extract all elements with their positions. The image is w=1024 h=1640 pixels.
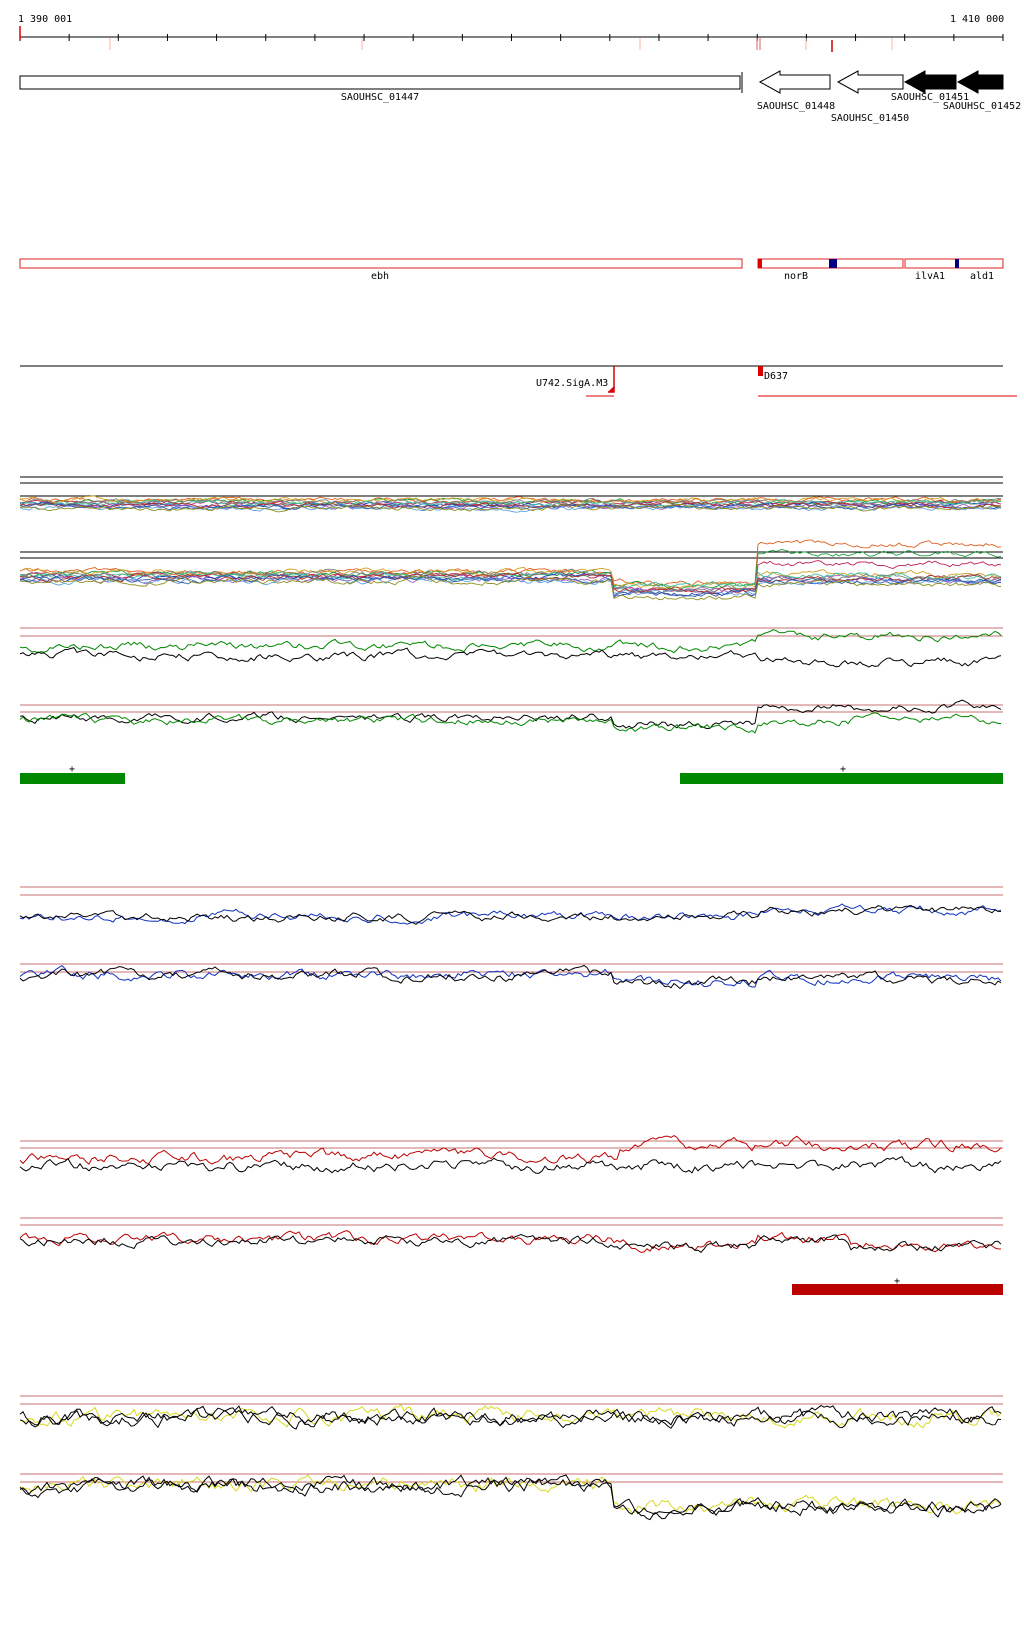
feature-norb-mark bbox=[829, 259, 837, 268]
multi-track-1-series-11 bbox=[19, 502, 1002, 511]
yellow-track-2-series-1 bbox=[19, 1474, 1002, 1515]
blue-track-1-series-1 bbox=[19, 903, 1002, 925]
green-track-1-series-1 bbox=[19, 629, 1002, 654]
red-sign: + bbox=[893, 1276, 901, 1287]
feature-ilva1-mark bbox=[955, 259, 959, 268]
gene-track bbox=[19, 70, 1004, 94]
signal-tracks bbox=[19, 627, 1003, 1521]
blue-track-1-series-2 bbox=[19, 904, 1002, 925]
annotation-label-right[interactable]: D637 bbox=[764, 371, 789, 382]
multi-track-1-series-10 bbox=[19, 500, 1002, 509]
feature-label-norb[interactable]: norB bbox=[783, 271, 809, 282]
gene-label-saouhsc-01450[interactable]: SAOUHSC_01450 bbox=[830, 113, 910, 124]
multi-track-2-series-7 bbox=[19, 566, 1002, 591]
red-track-2-series-1 bbox=[19, 1230, 1002, 1253]
blue-track-2-series-1 bbox=[19, 964, 1002, 988]
gene-saouhsc-01450[interactable] bbox=[836, 70, 904, 94]
gene-saouhsc-01448[interactable] bbox=[758, 70, 831, 94]
multi-track-2-series-12 bbox=[19, 575, 1002, 601]
blue-track-2-series-2 bbox=[19, 964, 1002, 990]
multi-track-1-series-5 bbox=[19, 502, 1002, 510]
annotation-track bbox=[20, 365, 1017, 397]
multi-track-2-series-1 bbox=[19, 539, 1002, 586]
multi-track-2-series-9 bbox=[19, 571, 1002, 589]
yellow-track-1-series-3 bbox=[19, 1404, 1002, 1429]
green-segment-right[interactable] bbox=[680, 773, 1003, 784]
feature-norb-start bbox=[758, 259, 762, 268]
annotation-label-left[interactable]: U742.SigA.M3 bbox=[536, 378, 609, 389]
feature-track bbox=[19, 258, 1004, 269]
multi-track-1-series-7 bbox=[19, 495, 1002, 505]
gene-label-saouhsc-01451[interactable]: SAOUHSC_01451 bbox=[890, 92, 970, 103]
yellow-track-1-series-2 bbox=[19, 1405, 1002, 1430]
multi-track-1-series-12 bbox=[19, 503, 1002, 513]
gene-saouhsc-01452[interactable] bbox=[956, 70, 1004, 94]
segment-bars bbox=[20, 773, 1003, 1295]
feature-label-ald1[interactable]: ald1 bbox=[969, 271, 995, 282]
yellow-track-2-series-3 bbox=[19, 1474, 1002, 1521]
red-track-1-series-1 bbox=[19, 1135, 1002, 1165]
gene-label-saouhsc-01448[interactable]: SAOUHSC_01448 bbox=[756, 101, 836, 112]
gene-label-saouhsc-01452[interactable]: SAOUHSC_01452 bbox=[942, 101, 1022, 112]
multi-sample-track-2 bbox=[19, 539, 1003, 601]
gene-label-saouhsc-01447[interactable]: SAOUHSC_01447 bbox=[340, 92, 420, 103]
multi-track-1-series-9 bbox=[19, 499, 1002, 508]
ruler-end-label: 1 410 000 bbox=[950, 14, 1005, 25]
yellow-track-2-series-2 bbox=[19, 1474, 1002, 1520]
green-right-sign: + bbox=[839, 764, 847, 775]
multi-sample-track-1 bbox=[19, 476, 1003, 513]
multi-track-2-series-5 bbox=[20, 574, 1002, 593]
feature-label-ebh[interactable]: ebh bbox=[370, 271, 390, 282]
annotation-left-flag bbox=[608, 386, 614, 392]
coordinate-ruler bbox=[19, 26, 1004, 52]
annotation-right-marker bbox=[758, 366, 763, 376]
ruler-start-label: 1 390 001 bbox=[18, 14, 73, 25]
multi-track-2-series-11 bbox=[19, 574, 1002, 598]
yellow-track-1-series-1 bbox=[19, 1403, 1002, 1429]
feature-ald1[interactable] bbox=[957, 258, 1004, 269]
green-track-2-series-1 bbox=[19, 699, 1002, 730]
green-left-sign: + bbox=[68, 764, 76, 775]
feature-label-ilva1[interactable]: ilvA1 bbox=[914, 271, 946, 282]
red-track-1b-series-1 bbox=[19, 1156, 1002, 1174]
green-segment-left[interactable] bbox=[20, 773, 125, 784]
feature-ebh[interactable] bbox=[19, 258, 743, 269]
feature-ilva1[interactable] bbox=[904, 258, 959, 269]
green-track-2b-series-1 bbox=[19, 712, 1001, 734]
multi-track-2-series-10 bbox=[19, 572, 1002, 594]
gene-saouhsc-01451[interactable] bbox=[903, 70, 957, 94]
gene-saouhsc-01447[interactable] bbox=[19, 75, 741, 90]
multi-track-2-series-4 bbox=[19, 572, 1002, 599]
red-track-2-series-2 bbox=[19, 1233, 1002, 1253]
red-segment[interactable] bbox=[792, 1284, 1003, 1295]
green-track-1b-series-1 bbox=[19, 647, 1002, 668]
